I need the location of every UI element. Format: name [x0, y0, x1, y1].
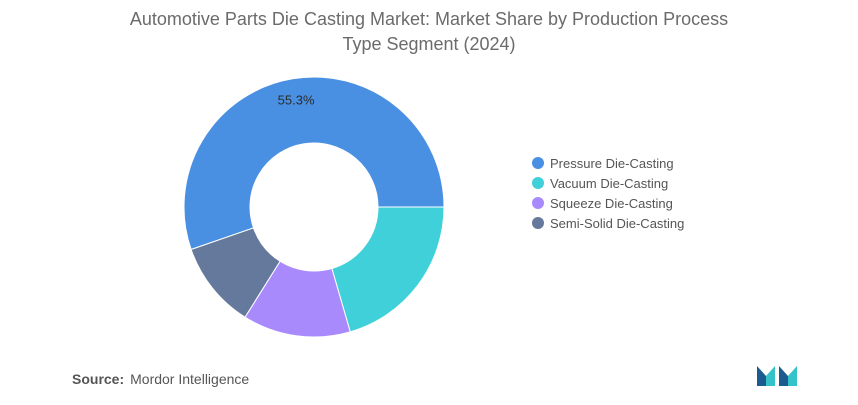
- legend-item: Squeeze Die-Casting: [532, 193, 684, 213]
- chart-title-line-1: Automotive Parts Die Casting Market: Mar…: [129, 9, 729, 29]
- legend-label: Squeeze Die-Casting: [550, 195, 673, 211]
- legend-swatch: [532, 157, 544, 169]
- pie-slice-pressure-die-casting: [183, 76, 445, 251]
- legend-swatch: [532, 217, 544, 229]
- source-note: Source: Mordor Intelligence: [72, 371, 249, 387]
- chart-title: Automotive Parts Die Casting Market: Mar…: [100, 7, 758, 57]
- mordor-logo-icon: [757, 366, 797, 386]
- chart-legend: Pressure Die-Casting Vacuum Die-Casting Sq…: [532, 153, 684, 233]
- legend-item: Semi-Solid Die-Casting: [532, 213, 684, 233]
- legend-swatch: [532, 177, 544, 189]
- pie-slice-semi-solid-die-casting: [190, 227, 281, 318]
- data-label: 55.3%: [278, 92, 315, 107]
- pie-slice-vacuum-die-casting: [331, 206, 445, 333]
- legend-label: Pressure Die-Casting: [550, 155, 674, 171]
- legend-swatch: [532, 197, 544, 209]
- legend-item: Pressure Die-Casting: [532, 153, 684, 173]
- legend-label: Semi-Solid Die-Casting: [550, 215, 685, 231]
- source-text: Mordor Intelligence: [130, 371, 250, 387]
- legend-item: Vacuum Die-Casting: [532, 173, 684, 193]
- chart-title-line-2: Type Segment (2024): [342, 34, 516, 54]
- source-label: Source:: [72, 371, 125, 387]
- legend-label: Vacuum Die-Casting: [550, 175, 669, 191]
